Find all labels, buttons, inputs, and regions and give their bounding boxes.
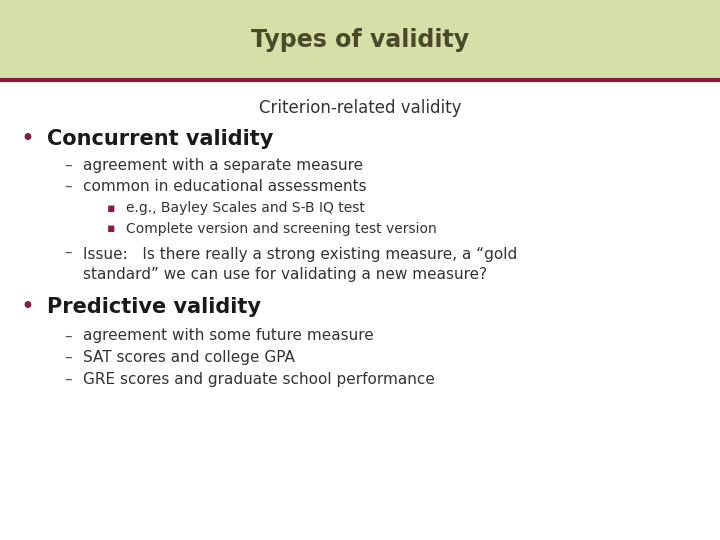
Text: ▪: ▪ bbox=[107, 202, 116, 215]
Text: common in educational assessments: common in educational assessments bbox=[83, 179, 366, 194]
FancyBboxPatch shape bbox=[0, 0, 720, 80]
Text: agreement with some future measure: agreement with some future measure bbox=[83, 328, 374, 343]
Text: Criterion-related validity: Criterion-related validity bbox=[258, 99, 462, 117]
Text: ▪: ▪ bbox=[107, 222, 116, 235]
Text: GRE scores and graduate school performance: GRE scores and graduate school performan… bbox=[83, 372, 435, 387]
Text: standard” we can use for validating a new measure?: standard” we can use for validating a ne… bbox=[83, 267, 487, 282]
Text: –: – bbox=[65, 158, 72, 173]
Text: •: • bbox=[20, 295, 35, 319]
Text: Predictive validity: Predictive validity bbox=[47, 296, 261, 317]
Text: –: – bbox=[65, 350, 72, 365]
Text: agreement with a separate measure: agreement with a separate measure bbox=[83, 158, 363, 173]
Text: –: – bbox=[65, 372, 72, 387]
Text: e.g., Bayley Scales and S-B IQ test: e.g., Bayley Scales and S-B IQ test bbox=[126, 201, 365, 215]
Text: –: – bbox=[65, 245, 72, 260]
Text: Types of validity: Types of validity bbox=[251, 28, 469, 52]
Text: Issue:   Is there really a strong existing measure, a “gold: Issue: Is there really a strong existing… bbox=[83, 247, 517, 262]
Text: Concurrent validity: Concurrent validity bbox=[47, 129, 273, 150]
Text: Complete version and screening test version: Complete version and screening test vers… bbox=[126, 222, 437, 236]
Text: –: – bbox=[65, 179, 72, 194]
Text: •: • bbox=[20, 127, 35, 151]
Text: SAT scores and college GPA: SAT scores and college GPA bbox=[83, 350, 294, 365]
Text: –: – bbox=[65, 328, 72, 343]
